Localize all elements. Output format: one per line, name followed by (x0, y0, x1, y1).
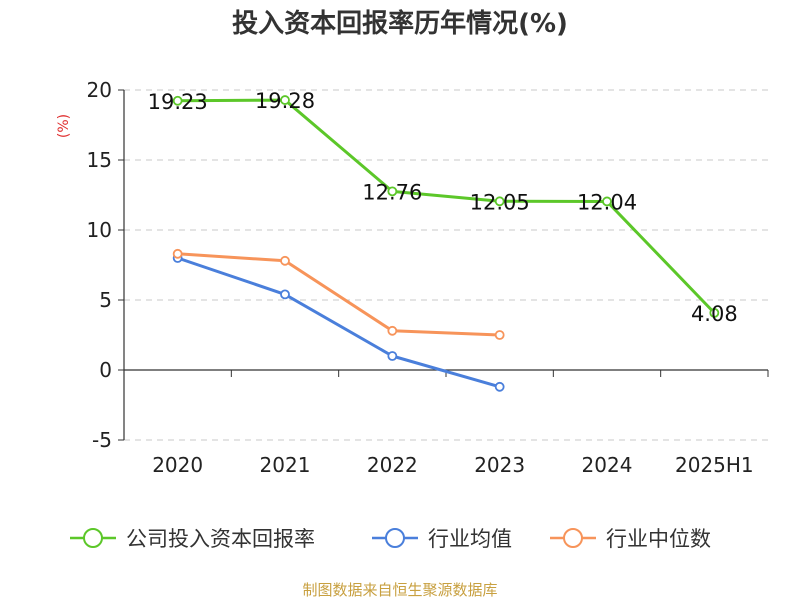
source-note: 制图数据来自恒生聚源数据库 (302, 581, 497, 599)
legend-swatch-marker (563, 528, 583, 548)
x-tick-label: 2023 (474, 453, 525, 477)
chart-title: 投入资本回报率历年情况(%) (232, 8, 568, 39)
series-3 (172, 248, 505, 340)
legend-label: 行业均值 (428, 527, 512, 551)
y-tick-label: 5 (99, 288, 112, 312)
data-point[interactable] (602, 196, 612, 207)
data-label: 12.76 (362, 180, 422, 204)
series-lines (172, 95, 720, 392)
data-point[interactable] (387, 325, 398, 336)
x-tick-label: 2024 (582, 453, 633, 477)
series-line (176, 98, 716, 315)
x-tick-label: 2022 (367, 453, 418, 477)
y-tick-label: 10 (87, 218, 112, 242)
data-point[interactable] (709, 307, 720, 318)
x-tick-label: 2021 (260, 453, 311, 477)
x-tick-label: 2025H1 (675, 453, 754, 477)
y-axis-label: (%) (56, 114, 72, 138)
data-point[interactable] (387, 186, 398, 197)
data-label: 19.23 (148, 90, 208, 114)
series-line (176, 256, 502, 389)
data-label: 12.04 (577, 190, 637, 214)
data-point[interactable] (280, 289, 290, 300)
legend-item[interactable]: 行业中位数 (550, 527, 711, 551)
legend-item[interactable]: 公司投入资本回报率 (70, 527, 315, 551)
y-tick-label: 15 (87, 148, 112, 172)
series-1 (172, 95, 720, 318)
data-point[interactable] (494, 330, 505, 340)
data-label: 4.08 (691, 302, 738, 326)
data-point[interactable] (494, 196, 505, 207)
y-tick-label: -5 (92, 428, 112, 452)
grid-lines (124, 89, 768, 441)
legend[interactable]: 公司投入资本回报率 行业均值 行业中位数 (70, 527, 711, 551)
legend-swatch-marker (385, 528, 405, 548)
data-label: 12.05 (470, 190, 530, 214)
data-point[interactable] (280, 255, 290, 266)
data-label: 19.28 (255, 89, 315, 113)
series-2 (172, 253, 505, 392)
y-tick-label: 20 (87, 78, 112, 102)
legend-label: 行业中位数 (606, 527, 711, 551)
data-point[interactable] (387, 351, 398, 361)
legend-swatch-marker (83, 528, 103, 548)
data-labels: 19.23 19.28 12.76 12.05 12.04 4.08 (148, 89, 738, 326)
legend-item[interactable]: 行业均值 (372, 527, 512, 551)
x-tick-label: 2020 (152, 453, 203, 477)
y-tick-label: 0 (99, 358, 112, 382)
data-point[interactable] (172, 248, 183, 259)
data-point[interactable] (494, 381, 505, 392)
legend-label: 公司投入资本回报率 (126, 527, 315, 551)
data-point[interactable] (280, 95, 290, 105)
data-point[interactable] (172, 95, 183, 106)
series-line (176, 252, 502, 337)
